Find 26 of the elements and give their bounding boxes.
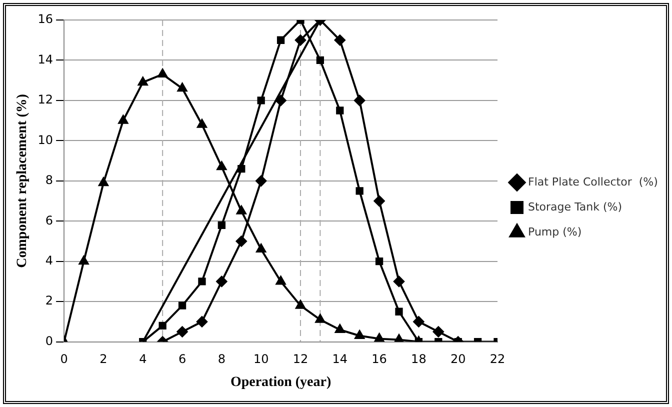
x-tick-label: 4	[139, 352, 147, 366]
legend-label: Flat Plate Collector (%)	[528, 175, 658, 188]
x-tick-label: 22	[490, 352, 506, 366]
x-tick-label: 10	[253, 352, 269, 366]
y-tick-label: 12	[38, 92, 54, 107]
y-tick-label: 14	[38, 52, 54, 66]
x-tick-label: 18	[411, 352, 426, 366]
legend-label: Storage Tank (%)	[528, 200, 622, 214]
x-tick-label: 2	[100, 352, 108, 366]
x-tick-label: 20	[450, 352, 466, 366]
y-tick-label: 6	[45, 213, 54, 228]
y-tick-label: 0	[45, 334, 54, 348]
y-tick-label: 4	[45, 253, 54, 268]
y-tick-label: 2	[45, 294, 54, 308]
y-tick-label: 16	[38, 12, 54, 26]
x-tick-label: 6	[178, 352, 186, 366]
y-tick-label: 8	[45, 173, 54, 188]
x-axis-title: Operation (year)	[230, 375, 332, 390]
x-tick-label: 14	[332, 352, 348, 366]
x-tick-label: 12	[292, 352, 308, 366]
y-tick-label: 10	[38, 132, 54, 147]
x-tick-label: 8	[218, 352, 226, 366]
x-tick-label: 16	[372, 352, 387, 366]
y-axis-title: Component replacement (%)	[15, 94, 30, 268]
x-tick-label: 0	[60, 352, 68, 366]
legend-label: Pump (%)	[528, 225, 582, 238]
